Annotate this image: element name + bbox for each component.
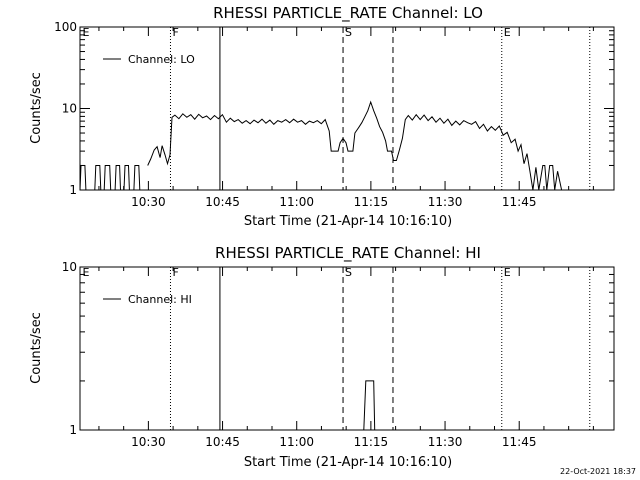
x-axis-label: Start Time (21-Apr-14 10:16:10) [244,455,452,470]
series-line [147,100,563,191]
event-marker-label: S [345,26,352,39]
plot-frame [79,26,615,191]
series-line [363,380,376,431]
y-tick-label: 1 [69,423,77,437]
x-tick-label: 11:30 [428,195,463,209]
timestamp-footer: 22-Oct-2021 18:37 [560,467,636,476]
x-tick-label: 10:45 [205,195,240,209]
y-tick-label: 10 [62,260,77,274]
x-tick-label: 11:15 [354,195,389,209]
plot-frame [79,266,615,431]
y-axis-label: Counts/sec [29,72,44,144]
y-tick-label: 100 [54,20,77,34]
event-marker-label: E [82,26,89,39]
series-line [79,165,141,191]
x-tick-label: 11:30 [428,435,463,449]
legend-label: Channel: HI [128,293,192,306]
x-tick-label: 11:45 [502,435,537,449]
x-tick-label: 10:30 [131,435,166,449]
event-marker-label: F [172,26,178,39]
chart-title: RHESSI PARTICLE_RATE Channel: LO [213,4,483,23]
event-marker-label: F [172,266,178,279]
x-tick-label: 11:00 [279,195,314,209]
x-tick-label: 11:00 [279,435,314,449]
x-tick-label: 11:15 [354,435,389,449]
event-marker-label: E [504,26,511,39]
y-tick-label: 1 [69,183,77,197]
y-axis-label: Counts/sec [29,312,44,384]
chart-panel-lo: RHESSI PARTICLE_RATE Channel: LO Start T… [29,4,615,229]
x-tick-label: 10:45 [205,435,240,449]
event-marker-label: S [345,266,352,279]
chart-panel-hi: RHESSI PARTICLE_RATE Channel: HI Start T… [29,244,615,470]
chart-title: RHESSI PARTICLE_RATE Channel: HI [215,244,481,263]
x-tick-label: 10:30 [131,195,166,209]
event-marker-label: E [504,266,511,279]
x-tick-label: 11:45 [502,195,537,209]
y-tick-label: 10 [62,102,77,116]
event-marker-label: E [82,266,89,279]
legend-label: Channel: LO [128,53,195,66]
x-axis-label: Start Time (21-Apr-14 10:16:10) [244,214,452,229]
